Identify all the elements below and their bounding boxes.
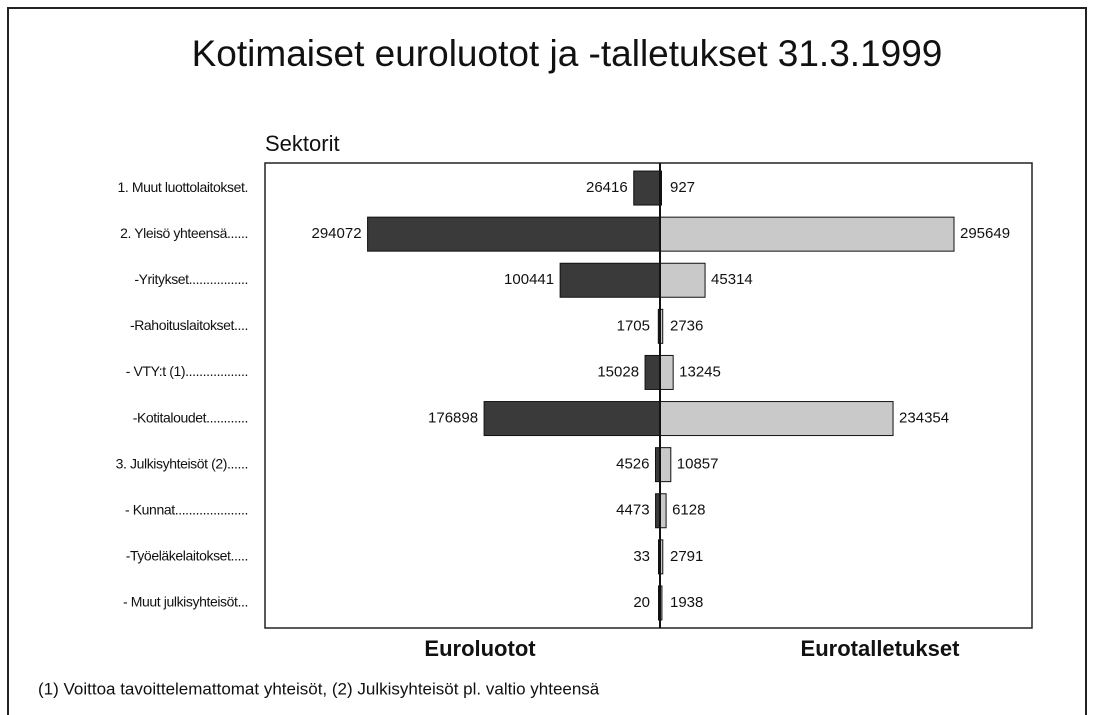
bar: [367, 216, 661, 252]
value-label: 927: [670, 179, 695, 196]
value-label: 45314: [711, 271, 753, 288]
value-label: 1705: [617, 317, 650, 334]
bar: [559, 262, 661, 298]
plot-frame: [264, 162, 1033, 629]
value-label: 294072: [312, 225, 362, 242]
value-label: 100441: [504, 271, 554, 288]
bar: [633, 170, 661, 206]
value-label: 4526: [616, 456, 649, 473]
value-label: 176898: [428, 410, 478, 427]
value-label: 1938: [670, 594, 703, 611]
category-label: -Kotitaloudet............: [133, 409, 248, 425]
value-label: 26416: [586, 179, 628, 196]
bar: [659, 401, 894, 437]
chart-title: Kotimaiset euroluotot ja -talletukset 31…: [192, 33, 943, 74]
category-label: 3. Julkisyhteisöt (2)......: [116, 455, 248, 471]
value-label: 6128: [672, 502, 705, 519]
frame: [7, 7, 1087, 715]
bar: [644, 354, 661, 390]
category-label: -Työeläkelaitokset.....: [126, 548, 248, 564]
category-label: -Yritykset.................: [134, 271, 248, 287]
value-label: 234354: [899, 410, 949, 427]
bar: [483, 401, 661, 437]
category-label: - VTY:t (1)..................: [126, 363, 248, 379]
category-label: -Rahoituslaitokset....: [130, 317, 248, 333]
series-label: Eurotalletukset: [801, 636, 961, 661]
footnote: (1) Voittoa tavoittelemattomat yhteisöt,…: [38, 679, 600, 698]
category-label: - Muut julkisyhteisöt...: [123, 594, 248, 610]
value-label: 295649: [960, 225, 1010, 242]
category-label: - Kunnat.....................: [125, 501, 248, 517]
value-label: 33: [633, 548, 650, 565]
bar: [659, 354, 674, 390]
series-label: Euroluotot: [424, 636, 536, 661]
value-label: 2736: [670, 317, 703, 334]
category-label: 2. Yleisö yhteensä......: [120, 225, 248, 241]
bar: [659, 447, 672, 483]
value-label: 20: [633, 594, 650, 611]
bar: [659, 216, 955, 252]
value-label: 2791: [670, 548, 703, 565]
value-label: 13245: [679, 363, 721, 380]
value-label: 4473: [616, 502, 649, 519]
value-label: 10857: [677, 456, 719, 473]
axis-label: Sektorit: [265, 131, 340, 156]
bar: [659, 262, 706, 298]
value-label: 15028: [597, 363, 639, 380]
category-label: 1. Muut luottolaitokset.: [118, 179, 248, 195]
